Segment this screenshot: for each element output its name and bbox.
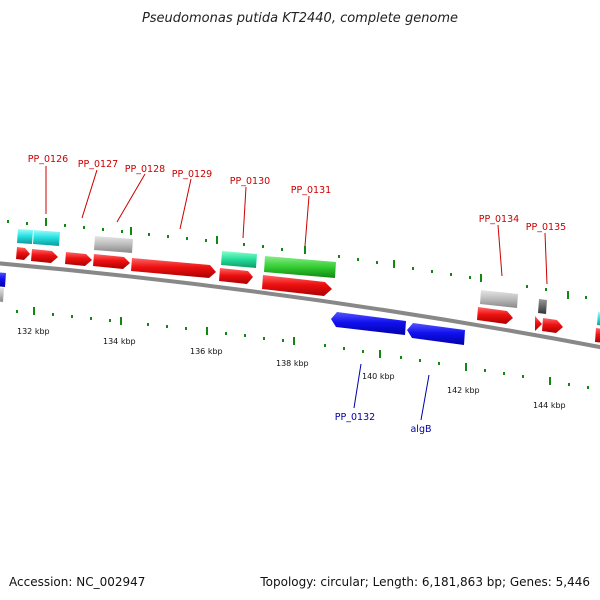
gene-arrow-pp-0132[interactable] bbox=[331, 312, 406, 335]
scale-labels: 132 kbp 134 kbp 136 kbp 138 kbp 140 kbp … bbox=[17, 327, 566, 410]
scale-label-144: 144 kbp bbox=[533, 401, 566, 410]
topology-summary: Topology: circular; Length: 6,181,863 bp… bbox=[259, 575, 590, 589]
gene-label-pp-0128[interactable]: PP_0128 bbox=[125, 164, 165, 175]
gene-feature-green-1[interactable] bbox=[264, 256, 336, 278]
gene-arrow-algb[interactable] bbox=[407, 323, 465, 345]
cds-row bbox=[16, 247, 600, 343]
outer-tick-row bbox=[7, 218, 587, 299]
gene-label-pp-0131[interactable]: PP_0131 bbox=[291, 185, 331, 196]
cds-arrow[interactable] bbox=[31, 249, 58, 263]
gene-label-algb[interactable]: algB bbox=[410, 424, 431, 435]
cds-arrow-small[interactable] bbox=[535, 316, 542, 331]
accession-text: Accession: NC_002947 bbox=[9, 575, 145, 589]
gene-feature-cyan-3[interactable] bbox=[597, 312, 600, 326]
inner-tick-row bbox=[16, 307, 589, 389]
gene-label-pp-0126[interactable]: PP_0126 bbox=[28, 154, 68, 165]
gene-feature-row bbox=[0, 229, 600, 326]
gene-feature-gray-2[interactable] bbox=[480, 290, 518, 308]
gene-label-pp-0132[interactable]: PP_0132 bbox=[335, 412, 375, 423]
gene-label-pp-0129[interactable]: PP_0129 bbox=[172, 169, 212, 180]
cds-arrow[interactable] bbox=[262, 275, 332, 296]
blue-arrow-edge[interactable] bbox=[0, 272, 6, 287]
gene-feature-teal-1[interactable] bbox=[221, 251, 257, 268]
bottom-gene-labels: PP_0132 algB bbox=[335, 412, 432, 435]
gene-label-pp-0134[interactable]: PP_0134 bbox=[479, 214, 519, 225]
cds-arrow[interactable] bbox=[477, 307, 513, 324]
gene-label-pp-0135[interactable]: PP_0135 bbox=[526, 222, 566, 233]
gene-label-pp-0130[interactable]: PP_0130 bbox=[230, 176, 270, 187]
cds-arrow[interactable] bbox=[93, 254, 130, 269]
scale-label-140: 140 kbp bbox=[362, 372, 395, 381]
cds-arrow[interactable] bbox=[65, 252, 92, 266]
scale-label-132: 132 kbp bbox=[17, 327, 50, 336]
scale-label-136: 136 kbp bbox=[190, 347, 223, 356]
gene-feature-cyan-1[interactable] bbox=[17, 229, 33, 244]
top-leader-lines bbox=[45, 166, 548, 285]
genome-backbone bbox=[0, 261, 600, 350]
cds-arrow[interactable] bbox=[219, 268, 253, 284]
gene-feature-gray-edge[interactable] bbox=[0, 287, 4, 302]
reverse-strand-row bbox=[0, 272, 465, 345]
scale-label-138: 138 kbp bbox=[276, 359, 309, 368]
gene-label-pp-0127[interactable]: PP_0127 bbox=[78, 159, 118, 170]
gene-feature-gray-1[interactable] bbox=[94, 236, 133, 253]
cds-arrow-edge[interactable] bbox=[595, 328, 600, 343]
cds-arrow[interactable] bbox=[131, 258, 216, 278]
gene-feature-cyan-2[interactable] bbox=[33, 230, 60, 246]
map-title: Pseudomonas putida KT2440, complete geno… bbox=[142, 11, 458, 26]
cds-arrow[interactable] bbox=[16, 247, 30, 260]
scale-label-142: 142 kbp bbox=[447, 386, 480, 395]
cds-arrow[interactable] bbox=[542, 318, 563, 333]
top-gene-labels: PP_0126 PP_0127 PP_0128 PP_0129 PP_0130 … bbox=[28, 154, 566, 233]
scale-label-134: 134 kbp bbox=[103, 337, 136, 346]
gene-feature-dark-1[interactable] bbox=[538, 299, 547, 314]
bottom-leader-lines bbox=[353, 363, 430, 421]
